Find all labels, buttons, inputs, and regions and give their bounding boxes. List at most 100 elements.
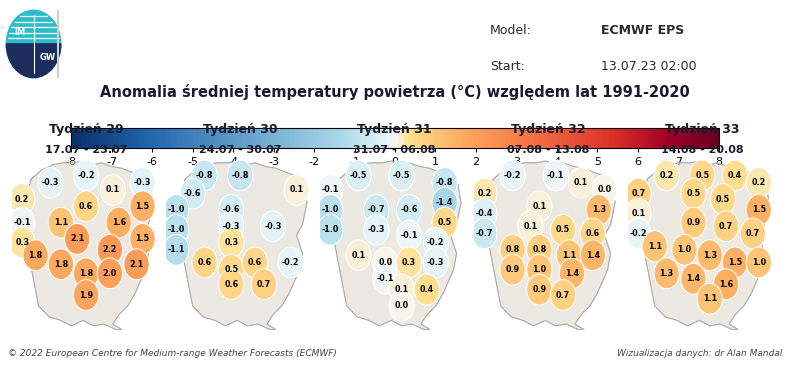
Circle shape [130, 191, 155, 222]
Circle shape [9, 184, 35, 214]
Circle shape [559, 258, 585, 289]
Circle shape [746, 247, 771, 278]
Circle shape [722, 160, 747, 191]
Text: 0.1: 0.1 [574, 178, 588, 187]
Text: 0.2: 0.2 [15, 195, 29, 203]
Text: 0.2: 0.2 [660, 171, 674, 180]
Circle shape [219, 227, 244, 258]
Text: 1.1: 1.1 [54, 218, 68, 227]
Circle shape [746, 167, 771, 198]
Text: Tydzień 30: Tydzień 30 [203, 123, 277, 137]
Text: 31.07 - 06.08: 31.07 - 06.08 [353, 146, 435, 156]
Circle shape [164, 194, 189, 225]
Text: -1.4: -1.4 [436, 198, 453, 207]
Circle shape [73, 258, 99, 289]
Text: -0.7: -0.7 [476, 229, 493, 238]
Text: 1.6: 1.6 [111, 218, 126, 227]
Text: -0.3: -0.3 [223, 222, 240, 231]
Text: -0.2: -0.2 [77, 171, 95, 180]
Text: -1.0: -1.0 [322, 205, 339, 214]
Text: 0.1: 0.1 [532, 202, 547, 211]
Circle shape [672, 234, 697, 265]
Text: 0.3: 0.3 [15, 238, 29, 247]
Circle shape [73, 280, 99, 310]
Text: -0.5: -0.5 [350, 171, 367, 180]
Text: 0.1: 0.1 [290, 186, 303, 194]
Circle shape [397, 194, 422, 225]
Circle shape [318, 194, 343, 225]
Circle shape [527, 274, 552, 305]
Circle shape [551, 280, 576, 310]
Circle shape [100, 175, 126, 205]
Circle shape [586, 194, 611, 225]
Text: GW: GW [40, 53, 55, 61]
Text: 0.6: 0.6 [224, 280, 239, 289]
Text: 0.2: 0.2 [477, 189, 491, 198]
Text: -1.0: -1.0 [322, 225, 339, 234]
Circle shape [527, 191, 552, 222]
Circle shape [48, 207, 73, 238]
Circle shape [722, 247, 747, 278]
Circle shape [397, 220, 422, 251]
Text: 0.5: 0.5 [695, 171, 709, 180]
Text: 0.9: 0.9 [687, 218, 701, 227]
Text: 17.07 - 23.07: 17.07 - 23.07 [45, 146, 127, 156]
Text: 1.5: 1.5 [136, 202, 149, 211]
Text: -0.2: -0.2 [630, 229, 647, 238]
Text: 0.6: 0.6 [248, 258, 262, 267]
Circle shape [389, 291, 414, 321]
Text: 07.08 - 13.08: 07.08 - 13.08 [507, 146, 589, 156]
Text: 0.8: 0.8 [506, 245, 520, 254]
Circle shape [397, 247, 422, 278]
Polygon shape [332, 161, 461, 329]
Text: 2.1: 2.1 [70, 234, 85, 243]
Circle shape [654, 160, 679, 191]
Polygon shape [486, 161, 615, 329]
Text: ECMWF EPS: ECMWF EPS [601, 24, 684, 37]
Polygon shape [178, 161, 307, 329]
Text: -0.2: -0.2 [282, 258, 299, 267]
Circle shape [164, 234, 189, 265]
Text: -0.3: -0.3 [42, 178, 59, 187]
Text: 1.4: 1.4 [687, 274, 701, 283]
Circle shape [710, 184, 735, 214]
Text: 1.9: 1.9 [79, 291, 93, 299]
Circle shape [527, 254, 552, 285]
Text: 1.8: 1.8 [79, 269, 93, 278]
Text: Anomalia średniej temperatury powietrza (°C) względem lat 1991-2020: Anomalia średniej temperatury powietrza … [100, 83, 690, 100]
Circle shape [23, 240, 48, 270]
Circle shape [251, 269, 276, 300]
Circle shape [164, 214, 189, 245]
Text: 0.6: 0.6 [585, 229, 600, 238]
Text: 2.2: 2.2 [103, 245, 117, 254]
Text: 0.7: 0.7 [257, 280, 271, 289]
Text: 1.3: 1.3 [660, 269, 674, 278]
Text: 1.0: 1.0 [532, 265, 547, 274]
Text: 0.1: 0.1 [106, 186, 120, 194]
Text: -0.5: -0.5 [393, 171, 410, 180]
Circle shape [517, 211, 543, 242]
Text: 0.5: 0.5 [687, 189, 701, 198]
Circle shape [626, 218, 651, 249]
Circle shape [697, 240, 722, 270]
Text: -0.1: -0.1 [13, 218, 31, 227]
Text: -1.0: -1.0 [167, 225, 185, 234]
Circle shape [580, 218, 605, 249]
Circle shape [373, 247, 398, 278]
Text: 14.08 - 20.08: 14.08 - 20.08 [661, 146, 743, 156]
Text: 0.9: 0.9 [506, 265, 520, 274]
Circle shape [389, 160, 414, 191]
Text: 0.3: 0.3 [224, 238, 239, 247]
Text: 2.0: 2.0 [103, 269, 117, 278]
Circle shape [432, 207, 457, 238]
Wedge shape [6, 44, 61, 78]
Text: 1.8: 1.8 [28, 251, 43, 260]
Text: 2.1: 2.1 [130, 260, 144, 269]
Circle shape [6, 10, 61, 78]
Text: 1.1: 1.1 [562, 251, 576, 260]
Circle shape [527, 234, 552, 265]
Text: IM: IM [14, 29, 25, 37]
Text: 1.6: 1.6 [719, 280, 733, 289]
Text: -0.3: -0.3 [367, 225, 385, 234]
Text: -0.8: -0.8 [231, 171, 249, 180]
